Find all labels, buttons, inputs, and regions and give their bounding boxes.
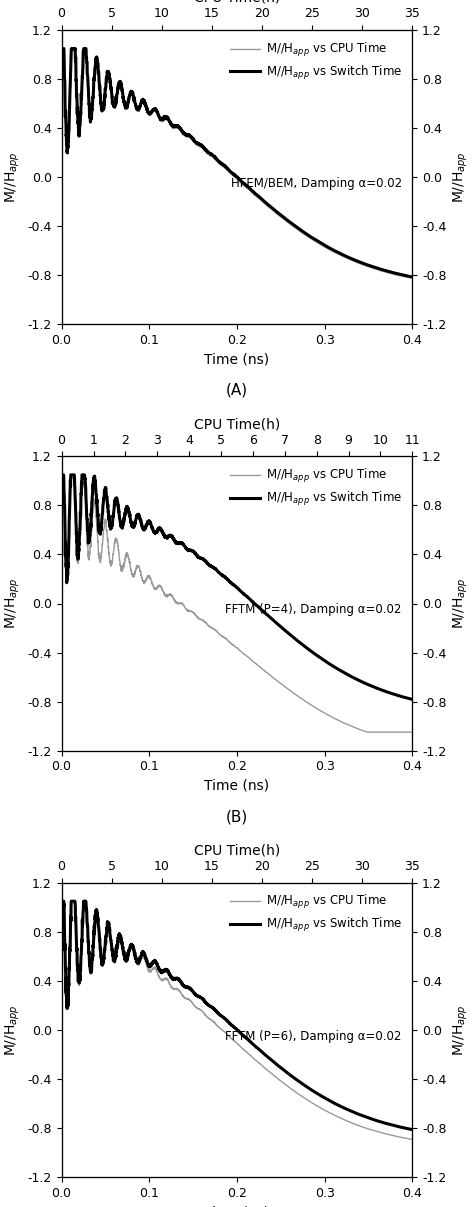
Text: HFEM/BEM, Damping α=0.02: HFEM/BEM, Damping α=0.02: [231, 177, 402, 191]
Y-axis label: M//H$_{app}$: M//H$_{app}$: [3, 151, 22, 203]
Y-axis label: M//H$_{app}$: M//H$_{app}$: [452, 151, 471, 203]
Y-axis label: M//H$_{app}$: M//H$_{app}$: [452, 1004, 471, 1056]
Y-axis label: M//H$_{app}$: M//H$_{app}$: [3, 1004, 22, 1056]
Text: (B): (B): [226, 810, 248, 824]
Y-axis label: M//H$_{app}$: M//H$_{app}$: [452, 578, 471, 629]
X-axis label: Time (ns): Time (ns): [204, 1205, 270, 1207]
Text: (A): (A): [226, 383, 248, 398]
Legend: M//H$_{app}$ vs CPU Time, M//H$_{app}$ vs Switch Time: M//H$_{app}$ vs CPU Time, M//H$_{app}$ v…: [226, 888, 407, 939]
X-axis label: CPU Time(h): CPU Time(h): [194, 0, 280, 5]
Y-axis label: M//H$_{app}$: M//H$_{app}$: [3, 578, 22, 629]
X-axis label: CPU Time(h): CPU Time(h): [194, 844, 280, 857]
Legend: M//H$_{app}$ vs CPU Time, M//H$_{app}$ vs Switch Time: M//H$_{app}$ vs CPU Time, M//H$_{app}$ v…: [226, 462, 407, 513]
Text: FFTM (P=6), Damping α=0.02: FFTM (P=6), Damping α=0.02: [226, 1030, 402, 1043]
X-axis label: CPU Time(h): CPU Time(h): [194, 418, 280, 431]
Text: FFTM (P=4), Damping α=0.02: FFTM (P=4), Damping α=0.02: [226, 604, 402, 617]
Legend: M//H$_{app}$ vs CPU Time, M//H$_{app}$ vs Switch Time: M//H$_{app}$ vs CPU Time, M//H$_{app}$ v…: [226, 36, 407, 86]
X-axis label: Time (ns): Time (ns): [204, 352, 270, 367]
X-axis label: Time (ns): Time (ns): [204, 779, 270, 793]
